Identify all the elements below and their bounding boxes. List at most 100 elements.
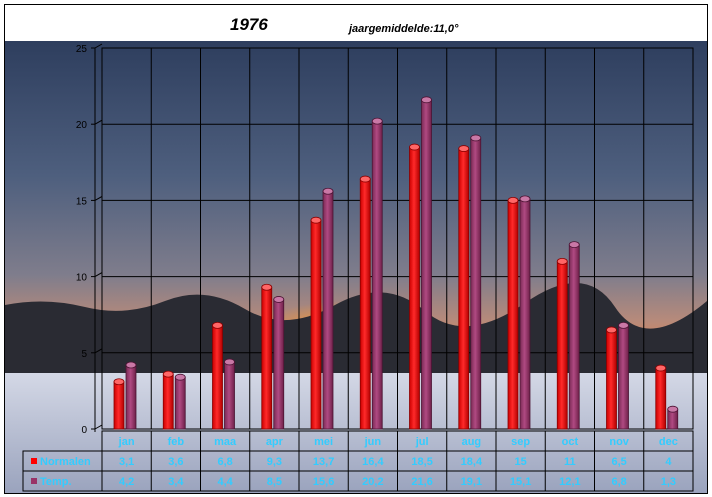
data-label: 6,8 bbox=[217, 456, 232, 468]
bar-normalen bbox=[556, 260, 568, 430]
data-label: 6,8 bbox=[611, 476, 626, 488]
chart-title: 1976 bbox=[230, 15, 268, 34]
data-label: 13,7 bbox=[313, 456, 334, 468]
bar-top-cap bbox=[519, 195, 531, 203]
x-tick-label: aug bbox=[462, 436, 482, 448]
legend-swatch-temp bbox=[31, 478, 37, 484]
data-label: 19,1 bbox=[461, 476, 482, 488]
data-label: 18,4 bbox=[461, 456, 483, 468]
bar-top-cap bbox=[618, 321, 629, 329]
bar-top-cap bbox=[606, 326, 617, 334]
data-label: 6,5 bbox=[611, 456, 626, 468]
bar-top-cap bbox=[212, 321, 223, 329]
bar-normalen bbox=[212, 324, 223, 430]
bar-top-cap bbox=[174, 373, 186, 381]
bar-temp bbox=[273, 299, 285, 430]
x-tick-label: nov bbox=[609, 436, 629, 448]
data-label: 20,2 bbox=[362, 476, 383, 488]
x-tick-label: dec bbox=[659, 436, 678, 448]
background-snow bbox=[5, 373, 707, 493]
chart-frame: 1976 jaargemiddelde:11,0° bbox=[4, 4, 708, 494]
data-label: 15 bbox=[515, 456, 527, 468]
y-tick-label: 25 bbox=[76, 44, 88, 55]
bar-temp bbox=[568, 244, 580, 430]
bar-normalen bbox=[162, 373, 174, 430]
y-tick-label: 10 bbox=[76, 273, 88, 284]
bar-top-cap bbox=[322, 187, 334, 195]
data-label: 1,3 bbox=[661, 476, 676, 488]
bar-top-cap bbox=[421, 96, 432, 104]
bar-top-cap bbox=[261, 283, 273, 291]
x-tick-label: jun bbox=[364, 436, 382, 448]
bar-normalen bbox=[655, 367, 667, 430]
y-tick-label: 5 bbox=[81, 349, 87, 360]
bar-temp bbox=[125, 364, 137, 430]
data-label: 12,1 bbox=[559, 476, 580, 488]
data-label: 15,1 bbox=[510, 476, 531, 488]
legend-label-temp: Temp. bbox=[40, 476, 72, 488]
data-label: 3,6 bbox=[168, 456, 183, 468]
chart-subtitle: jaargemiddelde:11,0° bbox=[349, 23, 459, 35]
x-tick-label: jan bbox=[118, 436, 135, 448]
bar-top-cap bbox=[458, 145, 470, 152]
bar-normalen bbox=[310, 219, 322, 430]
background-treeline bbox=[5, 282, 707, 377]
bar-normalen bbox=[409, 146, 420, 430]
bar-temp bbox=[371, 120, 383, 430]
data-label: 9,3 bbox=[267, 456, 282, 468]
bar-temp bbox=[224, 361, 235, 430]
y-depth-line bbox=[94, 348, 103, 354]
legend-swatch-normalen bbox=[31, 458, 37, 464]
data-label: 4,4 bbox=[217, 476, 233, 488]
data-label: 21,6 bbox=[411, 476, 432, 488]
data-label: 3,4 bbox=[168, 476, 184, 488]
bar-top-cap bbox=[125, 361, 137, 369]
bar-temp bbox=[519, 198, 531, 430]
bar-normalen bbox=[261, 286, 273, 430]
x-tick-label: sep bbox=[511, 436, 530, 448]
data-label: 3,1 bbox=[119, 456, 134, 468]
y-tick-label: 15 bbox=[76, 196, 88, 207]
bar-temp bbox=[322, 190, 334, 430]
bar-normalen bbox=[507, 199, 519, 430]
data-label: 4,2 bbox=[119, 476, 134, 488]
bar-normalen bbox=[458, 148, 470, 430]
data-label: 8,5 bbox=[267, 476, 282, 488]
bar-top-cap bbox=[162, 370, 174, 378]
bar-normalen bbox=[606, 329, 617, 430]
data-label: 11 bbox=[564, 456, 576, 468]
bar-top-cap bbox=[371, 117, 383, 125]
y-depth-line bbox=[94, 43, 103, 49]
data-label: 16,4 bbox=[362, 456, 384, 468]
y-depth-line bbox=[94, 195, 103, 201]
y-tick-label: 0 bbox=[81, 425, 87, 436]
bar-top-cap bbox=[310, 216, 322, 224]
y-depth-line bbox=[94, 272, 103, 278]
bar-top-cap bbox=[556, 257, 568, 265]
bar-top-cap bbox=[470, 134, 482, 142]
bar-top-cap bbox=[655, 364, 667, 372]
data-label: 15,6 bbox=[313, 476, 334, 488]
bar-top-cap bbox=[568, 241, 580, 248]
data-label: 18,5 bbox=[411, 456, 432, 468]
bar-top-cap bbox=[507, 196, 519, 204]
bar-top-cap bbox=[273, 296, 285, 303]
bar-normalen bbox=[359, 178, 371, 430]
legend-label-normalen: Normalen bbox=[40, 456, 91, 468]
y-depth-line bbox=[94, 424, 103, 430]
x-tick-label: mei bbox=[314, 436, 333, 448]
bar-chart: 0 5 10 15 20 25 jan feb maa apr mei jun jul aug sep oc… bbox=[5, 41, 707, 493]
x-tick-label: oct bbox=[562, 436, 579, 448]
y-tick-label: 20 bbox=[76, 120, 88, 131]
bar-temp bbox=[421, 99, 432, 430]
bar-top-cap bbox=[359, 175, 371, 183]
x-tick-label: feb bbox=[168, 436, 185, 448]
bar-temp bbox=[618, 324, 629, 430]
x-tick-label: apr bbox=[266, 436, 284, 448]
bar-top-cap bbox=[224, 358, 235, 366]
bar-top-cap bbox=[409, 143, 420, 151]
x-tick-label: maa bbox=[214, 436, 237, 448]
bar-temp bbox=[174, 376, 186, 430]
bar-normalen bbox=[113, 381, 125, 430]
data-label: 4 bbox=[665, 456, 672, 468]
